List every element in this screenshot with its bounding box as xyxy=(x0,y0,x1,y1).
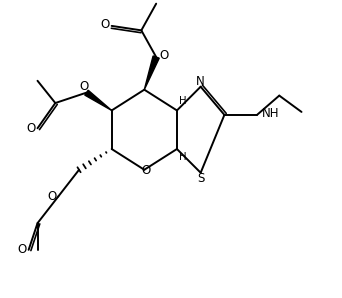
Polygon shape xyxy=(85,90,112,111)
Text: O: O xyxy=(101,18,110,31)
Text: NH: NH xyxy=(262,107,279,120)
Text: O: O xyxy=(141,164,150,177)
Text: H: H xyxy=(179,152,186,162)
Text: N: N xyxy=(196,75,205,88)
Text: O: O xyxy=(47,190,56,203)
Polygon shape xyxy=(144,56,159,90)
Text: O: O xyxy=(159,49,168,62)
Text: O: O xyxy=(26,122,36,135)
Text: O: O xyxy=(79,80,89,93)
Text: H: H xyxy=(179,96,186,106)
Text: O: O xyxy=(17,243,27,256)
Text: S: S xyxy=(197,172,205,184)
